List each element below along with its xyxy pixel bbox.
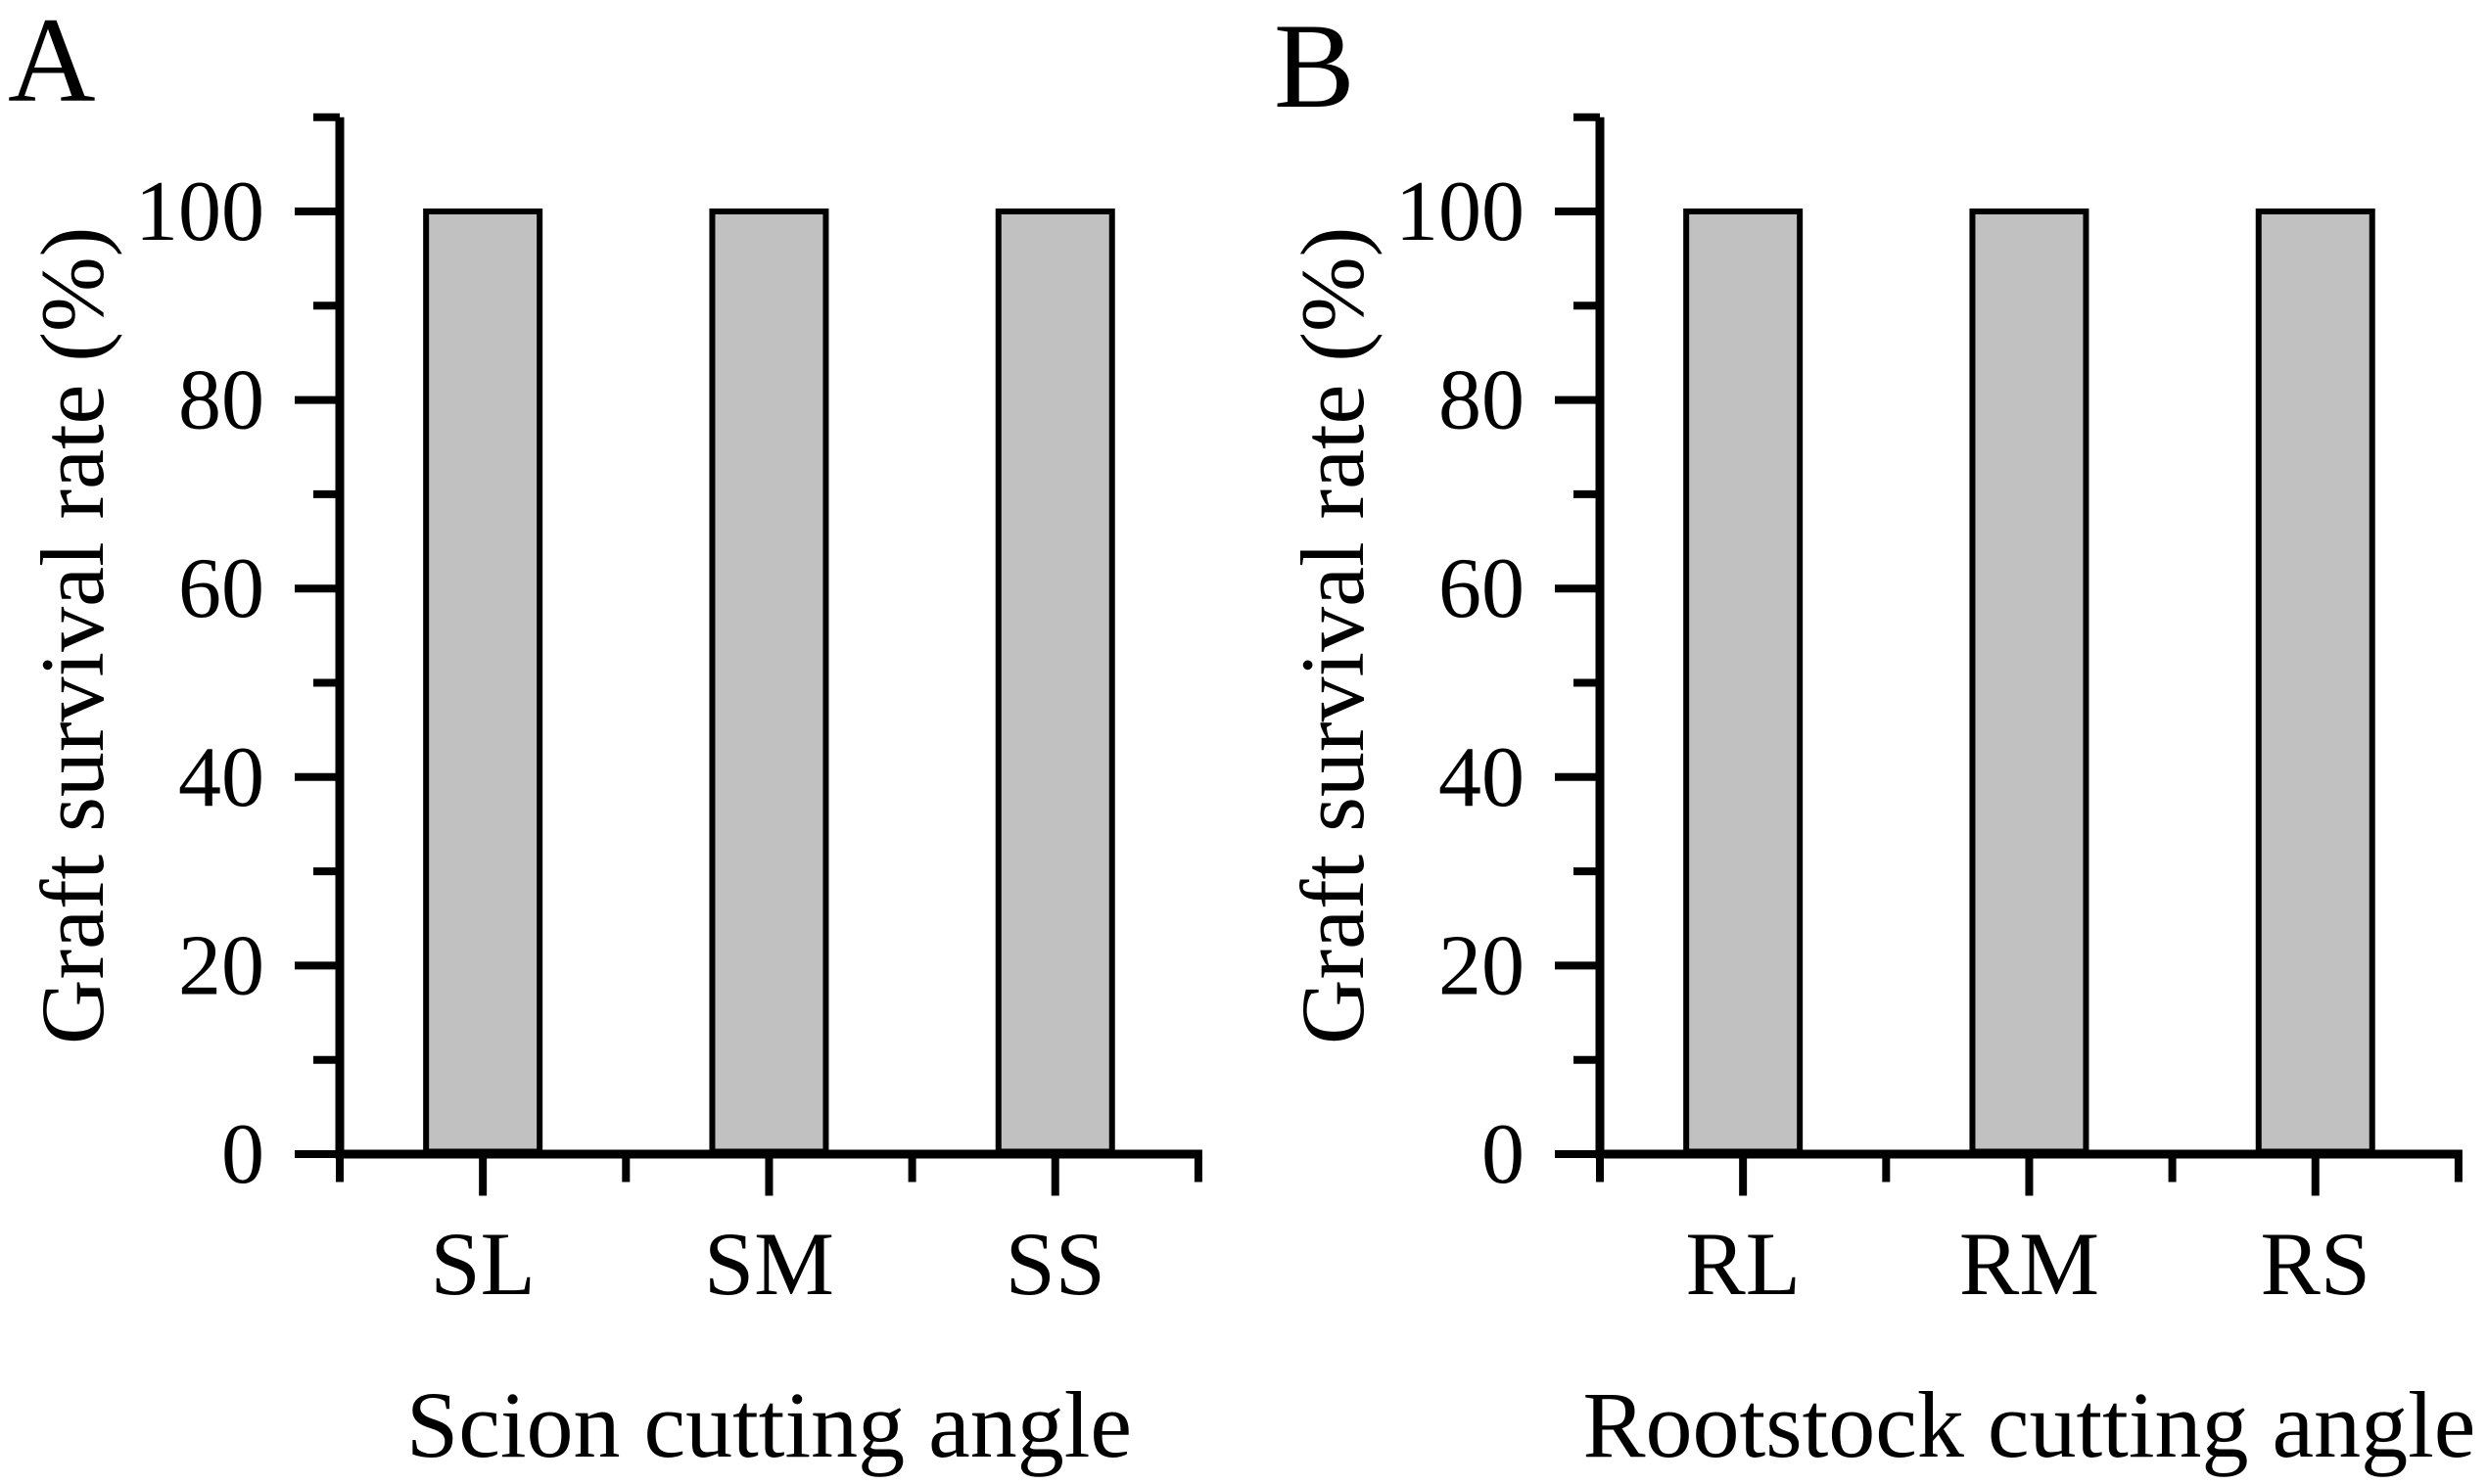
panel-letter: A bbox=[8, 0, 96, 127]
bar-sl bbox=[423, 209, 543, 1155]
x-category-label: RS bbox=[2260, 1214, 2370, 1314]
y-tick-label: 20 bbox=[1438, 918, 1525, 1013]
y-tick-label: 100 bbox=[135, 164, 264, 259]
x-category-label: SS bbox=[1006, 1214, 1105, 1314]
x-axis-title: Scion cutting angle bbox=[406, 1372, 1132, 1477]
y-axis-title: Graft survival rate (%) bbox=[1283, 227, 1383, 1044]
y-tick-label: 40 bbox=[1438, 730, 1525, 825]
y-tick-label: 0 bbox=[1481, 1107, 1525, 1202]
y-tick-label: 60 bbox=[178, 541, 264, 636]
panel-letter: B bbox=[1274, 0, 1355, 133]
bar-ss bbox=[995, 209, 1115, 1155]
bar-sm bbox=[709, 209, 829, 1155]
x-category-label: SL bbox=[430, 1214, 535, 1314]
bar-rs bbox=[2255, 209, 2375, 1155]
x-category-label: RL bbox=[1685, 1214, 1801, 1314]
bar-rm bbox=[1969, 209, 2089, 1155]
x-category-label: SM bbox=[704, 1214, 834, 1314]
panel-b: 0 20 40 60 80 100 RL RM RS Rootstock cutting angl… bbox=[1274, 0, 2475, 1477]
y-tick-label: 100 bbox=[1395, 164, 1525, 259]
y-tick-label: 80 bbox=[178, 353, 264, 448]
x-category-label: RM bbox=[1959, 1214, 2099, 1314]
y-tick-label: 0 bbox=[221, 1107, 264, 1202]
y-tick-label: 80 bbox=[1438, 353, 1525, 448]
y-tick-label: 20 bbox=[178, 918, 264, 1013]
bar-rl bbox=[1683, 209, 1804, 1155]
y-tick-label: 60 bbox=[1438, 541, 1525, 636]
panel-a: 0 20 40 60 80 100 SL SM SS Scion cutting angle Gra… bbox=[8, 0, 1202, 1477]
x-axis-title: Rootstock cutting angle bbox=[1583, 1372, 2476, 1477]
y-tick-label: 40 bbox=[178, 730, 264, 825]
y-axis-title: Graft survival rate (%) bbox=[23, 227, 122, 1044]
